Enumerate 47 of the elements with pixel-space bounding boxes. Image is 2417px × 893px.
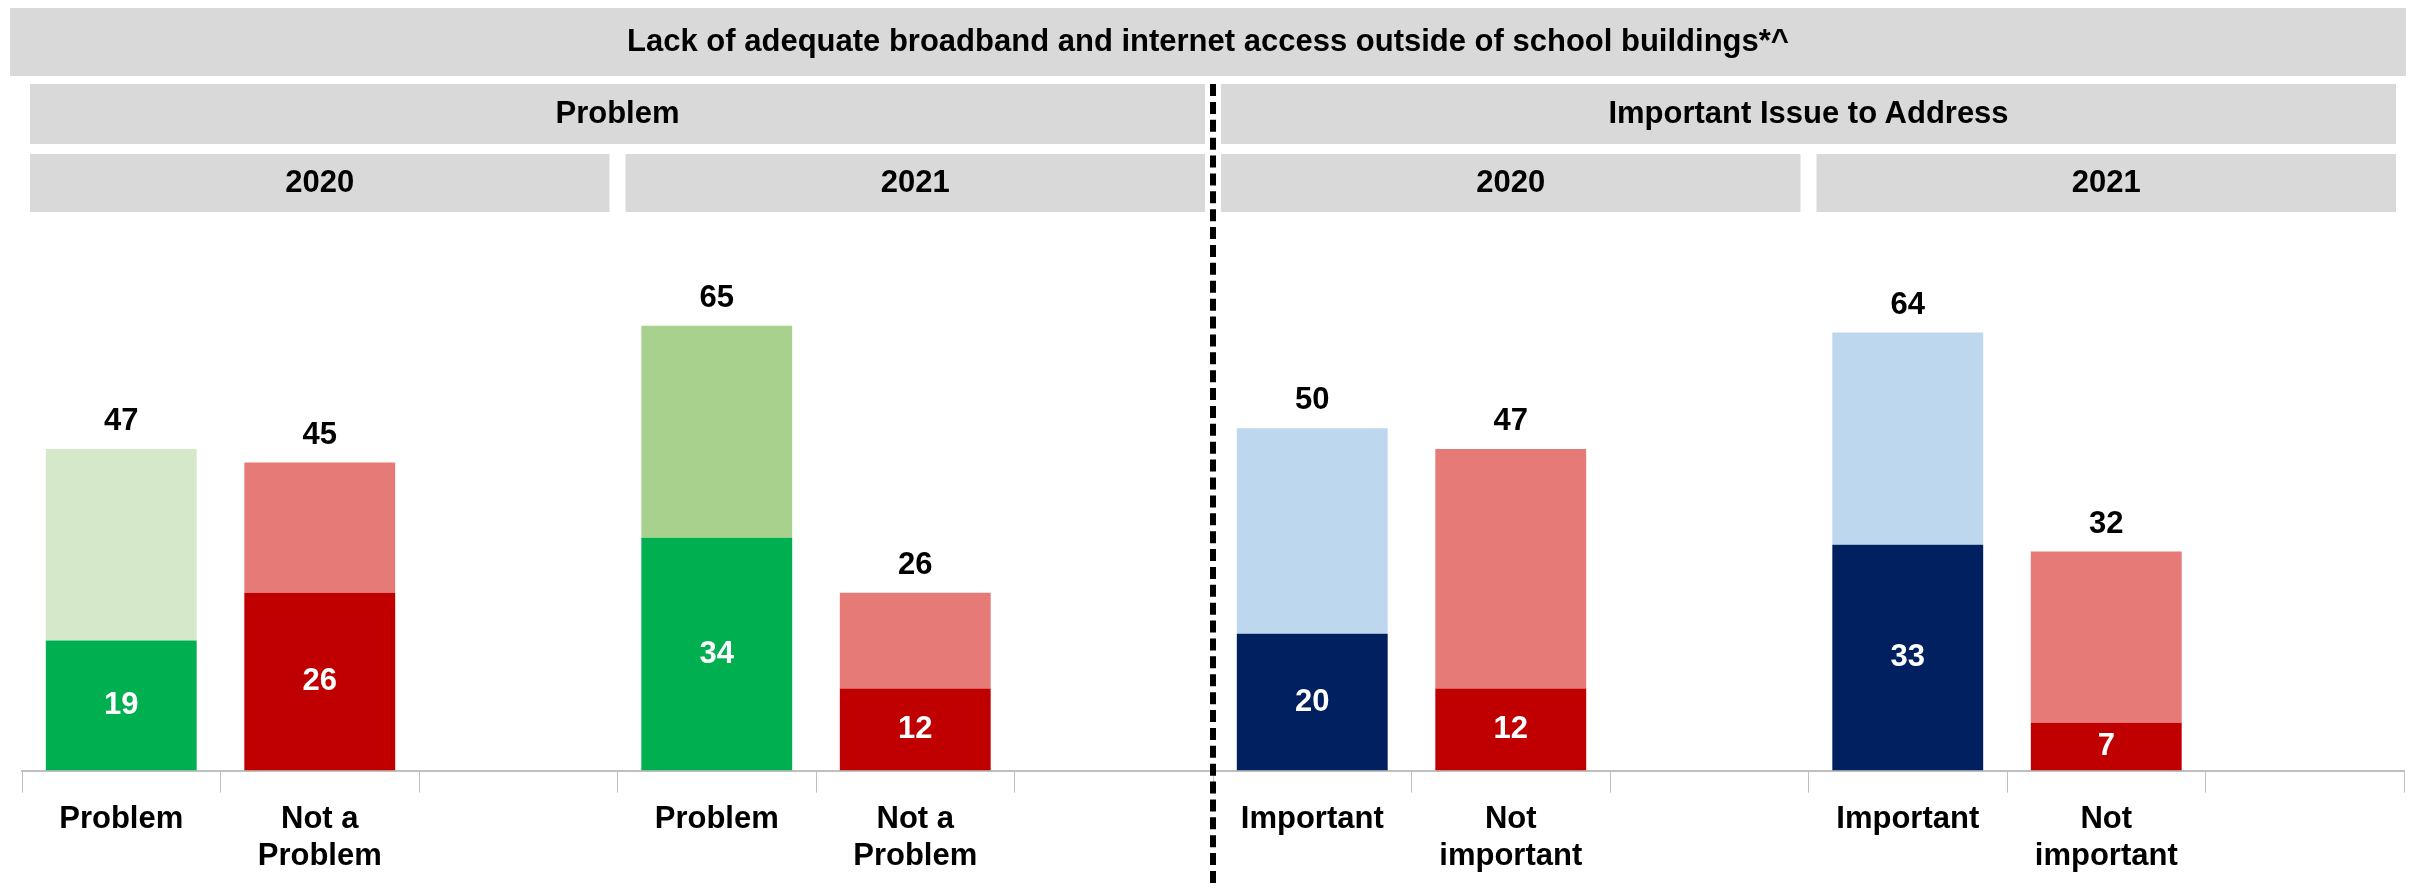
data-label: 12 <box>898 710 933 746</box>
text: 2020 <box>285 163 355 199</box>
bar <box>2030 722 2182 771</box>
x-tick-label: Problem <box>59 799 184 835</box>
bar <box>641 537 793 771</box>
bar <box>1236 633 1388 771</box>
total-label: 45 <box>302 415 337 451</box>
text: Important Issue to Address <box>1608 94 2009 130</box>
bar <box>45 448 197 641</box>
x-tick-label: Not a Problem <box>257 799 382 872</box>
bar <box>45 640 197 771</box>
x-tick-label: Important <box>1836 799 1980 835</box>
data-label: 26 <box>302 662 337 698</box>
bar <box>1435 448 1587 689</box>
data-label: 34 <box>699 634 735 670</box>
bar <box>839 688 991 771</box>
bar <box>641 325 793 538</box>
total-label: 47 <box>1493 401 1528 437</box>
data-label: 20 <box>1295 682 1330 718</box>
total-label: 47 <box>104 401 139 437</box>
data-label: 19 <box>104 686 139 722</box>
data-label: 12 <box>1493 710 1528 746</box>
bar <box>1832 544 1984 771</box>
text: 2021 <box>2071 163 2141 199</box>
total-label: 50 <box>1295 381 1330 417</box>
x-tick-label: Not a Problem <box>853 799 978 872</box>
bar <box>1236 428 1388 634</box>
x-tick-label: Not important <box>2034 799 2178 872</box>
bar <box>1435 688 1587 771</box>
total-label: 32 <box>2089 504 2124 540</box>
total-label: 64 <box>1890 285 1926 321</box>
total-label: 26 <box>898 545 933 581</box>
data-label: 33 <box>1890 638 1925 674</box>
x-tick-label: Problem <box>654 799 779 835</box>
bar <box>244 592 396 771</box>
chart-title: Lack of adequate broadband and internet access outside of school buildings*^ <box>627 22 1789 58</box>
x-tick-label: Not important <box>1439 799 1583 872</box>
total-label: 65 <box>699 278 734 314</box>
bar <box>1832 332 1984 545</box>
bar <box>244 462 396 593</box>
x-tick-label: Important <box>1240 799 1384 835</box>
text: 2020 <box>1476 163 1546 199</box>
bar <box>2030 551 2182 723</box>
text: 2021 <box>880 163 950 199</box>
data-label: 7 <box>2097 727 2115 763</box>
bar <box>839 592 991 689</box>
text: Problem <box>555 94 680 130</box>
